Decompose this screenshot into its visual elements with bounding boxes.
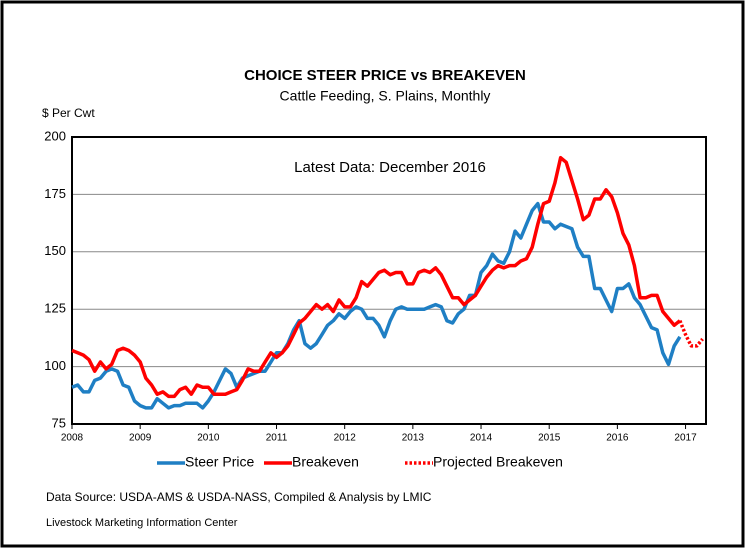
source-note: Data Source: USDA-AMS & USDA-NASS, Compi… <box>46 490 432 504</box>
x-tick-label: 2015 <box>538 433 561 444</box>
y-tick-label: 100 <box>44 358 66 373</box>
series-line <box>71 155 681 399</box>
legend-label: Breakeven <box>292 454 359 470</box>
plot-border <box>71 136 707 425</box>
chart-title: CHOICE STEER PRICE vs BREAKEVEN <box>244 67 526 84</box>
x-tick-label: 2009 <box>129 433 152 444</box>
legend-label: Projected Breakeven <box>433 454 563 470</box>
y-tick-label: 125 <box>44 301 66 316</box>
x-tick-label: 2017 <box>674 433 697 444</box>
x-tick-label: 2014 <box>470 433 493 444</box>
y-axis-label: $ Per Cwt <box>42 106 95 120</box>
x-tick-label: 2013 <box>402 433 425 444</box>
x-tick-label: 2012 <box>334 433 357 444</box>
chart-subtitle: Cattle Feeding, S. Plains, Monthly <box>280 88 491 104</box>
x-tick-label: 2016 <box>606 433 629 444</box>
y-tick-label: 200 <box>44 128 66 143</box>
series-line <box>71 201 682 410</box>
series-line <box>678 320 704 348</box>
footer: Livestock Marketing Information Center <box>46 517 238 529</box>
legend-label: Steer Price <box>185 454 254 470</box>
y-tick-label: 150 <box>44 243 66 258</box>
x-tick-label: 2010 <box>197 433 220 444</box>
y-tick-label: 175 <box>44 186 66 201</box>
x-tick-label: 2011 <box>266 433 288 444</box>
x-tick-label: 2008 <box>61 433 84 444</box>
y-tick-label: 75 <box>52 415 66 430</box>
annotation: Latest Data: December 2016 <box>294 159 486 176</box>
